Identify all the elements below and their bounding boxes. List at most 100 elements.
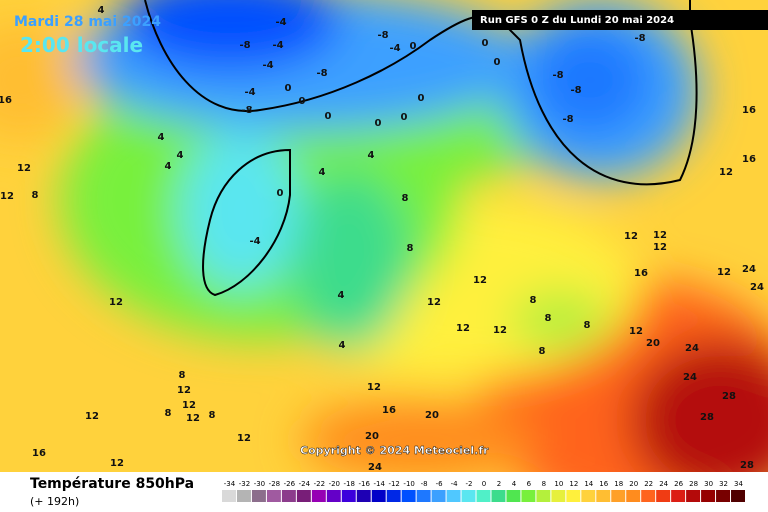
color-swatch [266, 490, 281, 502]
map-label: 12 [17, 163, 31, 174]
map-label: 4 [158, 132, 165, 143]
scale-label: 6 [527, 480, 532, 488]
map-label: 12 [473, 275, 487, 286]
map-label: 16 [382, 405, 396, 416]
map-label: 0 [494, 57, 501, 68]
map-label: 8 [545, 313, 552, 324]
map-label: -8 [241, 105, 252, 116]
scale-label: 32 [719, 480, 728, 488]
map-label: 24 [750, 282, 764, 293]
map-labels: 4-4-8 -4-4-8-8-4 0 00-8-8-8-80-4-8000004444… [0, 5, 764, 473]
map-label: 12 [456, 323, 470, 334]
map-label: 0 [277, 188, 284, 199]
color-swatch [626, 490, 641, 502]
scale-label: 12 [569, 480, 578, 488]
map-label: 4 [319, 167, 326, 178]
map-label: 20 [646, 338, 660, 349]
scale-label: 34 [734, 480, 743, 488]
local-time: 2:00 locale [20, 33, 143, 57]
color-swatch [371, 490, 386, 502]
map-label: 28 [722, 391, 736, 402]
map-label: 16 [742, 154, 756, 165]
color-swatch [281, 490, 296, 502]
map-label: 0 [410, 41, 417, 52]
map-label: 8 [165, 408, 172, 419]
map-label: 0 [418, 93, 425, 104]
map-label: 12 [493, 325, 507, 336]
color-swatch [416, 490, 431, 502]
color-swatch [222, 490, 236, 502]
map-label: 12 [182, 400, 196, 411]
map-label: 16 [0, 95, 12, 106]
scale-label: -18 [344, 480, 355, 488]
map-label: 12 [237, 433, 251, 444]
map-label: 28 [700, 412, 714, 423]
scale-label: 16 [599, 480, 608, 488]
color-swatch [461, 490, 476, 502]
map-label: 12 [0, 191, 14, 202]
scale-label: -6 [436, 480, 444, 488]
map-label: 24 [683, 372, 697, 383]
scale-label: -4 [451, 480, 459, 488]
color-swatch [296, 490, 311, 502]
map-label: 8 [584, 320, 591, 331]
scale-label: -8 [421, 480, 428, 488]
scale-label: -10 [403, 480, 414, 488]
scale-label: -12 [388, 480, 399, 488]
map-label: 16 [634, 268, 648, 279]
scale-label: 4 [512, 480, 517, 488]
scale-label: 20 [629, 480, 638, 488]
color-swatch [386, 490, 401, 502]
color-swatch [431, 490, 446, 502]
map-label: -4 [244, 87, 255, 98]
map-label: 12 [624, 231, 638, 242]
map-label: 0 [299, 96, 306, 107]
footer-lead: (+ 192h) [30, 495, 79, 508]
map-label: 4 [98, 5, 105, 16]
map-label: 0 [401, 112, 408, 123]
map-label: 8 [530, 295, 537, 306]
color-swatch [446, 490, 461, 502]
color-swatch [251, 490, 266, 502]
map-label: 0 [325, 111, 332, 122]
map-label: -8 [562, 114, 573, 125]
color-swatch [326, 490, 341, 502]
scale-label: 28 [689, 480, 698, 488]
color-swatch [491, 490, 506, 502]
map-label: -4 [275, 17, 286, 28]
color-swatch [311, 490, 326, 502]
color-swatch [356, 490, 371, 502]
scale-label: -14 [373, 480, 385, 488]
map-label: -8 [377, 30, 388, 41]
scale-label: 0 [482, 480, 486, 488]
color-swatch [701, 490, 716, 502]
scale-label: -24 [299, 480, 311, 488]
map-label: 8 [209, 410, 216, 421]
scale-label: 26 [674, 480, 683, 488]
map-label: -8 [552, 70, 563, 81]
color-swatch [506, 490, 521, 502]
scale-label: 18 [614, 480, 623, 488]
map-label: 24 [368, 462, 382, 473]
map-label: 8 [402, 193, 409, 204]
scale-label: 10 [554, 480, 563, 488]
color-swatch [686, 490, 701, 502]
map-label: 12 [186, 413, 200, 424]
copyright: Copyright © 2024 Meteociel.fr [300, 444, 489, 457]
map-label: -8 [316, 68, 327, 79]
map-label: -8 [634, 33, 645, 44]
map-label: 16 [32, 448, 46, 459]
color-swatch [236, 490, 251, 502]
map-label: 12 [629, 326, 643, 337]
scale-label: 22 [644, 480, 653, 488]
map-label: -8 [239, 40, 250, 51]
color-swatch [671, 490, 686, 502]
color-swatch [731, 490, 745, 502]
color-swatch [536, 490, 551, 502]
map-label: 8 [539, 346, 546, 357]
map-label: 12 [717, 267, 731, 278]
map-label: 8 [179, 370, 186, 381]
color-swatch [581, 490, 596, 502]
